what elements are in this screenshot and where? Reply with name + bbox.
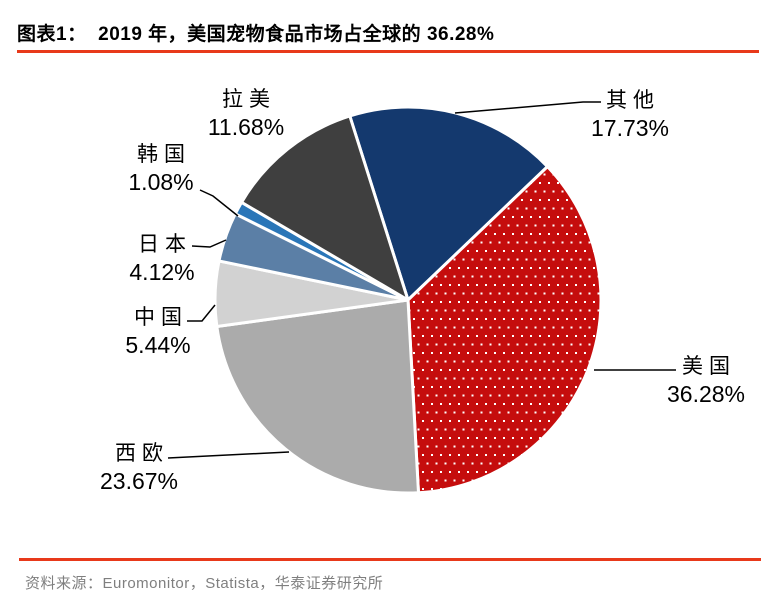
slice-name: 美国 xyxy=(682,354,736,378)
slice-label-south-korea: 韩国 1.08% xyxy=(113,139,209,195)
leader-line-south-korea xyxy=(199,189,239,217)
slice-percent: 36.28% xyxy=(666,381,745,407)
slice-name: 西欧 xyxy=(115,441,169,465)
slice-percent: 1.08% xyxy=(128,169,194,195)
slice-label-usa: 美国 36.28% xyxy=(658,351,754,407)
pie-slice-usa xyxy=(406,165,603,495)
slice-name: 其他 xyxy=(606,88,660,112)
slice-percent: 17.73% xyxy=(590,115,669,141)
pie-slice-latin-america xyxy=(240,114,410,302)
slice-name: 拉美 xyxy=(222,87,276,111)
slice-percent: 23.67% xyxy=(99,468,178,494)
leader-line-china xyxy=(187,304,216,322)
slice-percent: 4.12% xyxy=(129,259,195,285)
slice-percent: 11.68% xyxy=(207,114,285,140)
slice-label-others: 其他 17.73% xyxy=(582,85,678,141)
leader-line-others xyxy=(454,101,601,114)
slice-percent: 5.44% xyxy=(125,332,191,358)
slice-label-china: 中国 5.44% xyxy=(110,302,206,358)
title-divider-rule xyxy=(17,50,759,53)
pie-slice-western-europe xyxy=(215,298,420,495)
leader-line-japan xyxy=(191,239,227,248)
footer-divider-rule xyxy=(19,558,761,561)
slice-label-western-europe: 西欧 23.67% xyxy=(91,438,187,494)
slice-label-japan: 日本 4.12% xyxy=(114,229,210,285)
leader-line-western-europe xyxy=(167,451,290,459)
slice-name: 中国 xyxy=(134,305,188,329)
slice-name: 日本 xyxy=(138,232,192,256)
slice-name: 韩国 xyxy=(137,142,191,166)
source-note: 资料来源：Euromonitor，Statista，华泰证券研究所 xyxy=(25,575,384,592)
slice-label-latin-america: 拉美 11.68% xyxy=(198,84,294,140)
chart-figure-title: 图表1： 2019 年，美国宠物食品市场占全球的 36.28% xyxy=(17,24,495,45)
